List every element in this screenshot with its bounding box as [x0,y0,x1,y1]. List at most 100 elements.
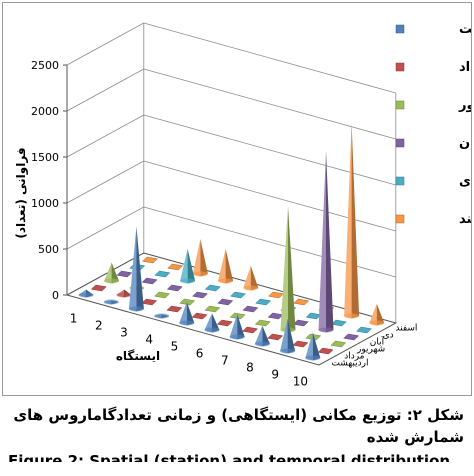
cone-2-8 [267,333,284,341]
cone-5-5 [229,291,247,299]
cone-5-10 [355,326,373,334]
cone-4-5 [217,298,234,306]
y-axis-title: فراوانی (تعداد) [14,147,29,238]
cone-6-4 [218,248,226,284]
cone-5-3 [180,248,188,284]
cone-4-9 [318,150,326,333]
y-tick-label: 500 [38,243,59,256]
cone-3-5 [204,305,221,313]
x-tick-label: 3 [120,326,128,340]
cone-base-1-6 [204,327,220,333]
cone-4-10 [343,333,360,341]
cone-base-1-4 [154,313,170,319]
cone-1-7 [229,314,238,340]
cone-shade-1-3 [136,226,144,312]
depth-label: آبان [370,336,385,348]
side-gridline-2000 [66,68,144,112]
cone-5-2 [154,270,171,278]
cone-base-1-3 [128,306,144,312]
legend-swatch [395,214,405,224]
cone-6-2 [167,263,184,271]
cone-2-4 [166,305,183,313]
depth-label: اسفند [395,324,417,334]
cone-shade-3-8 [288,205,296,333]
gridline-1000 [143,160,396,232]
y-tick-label: 0 [52,289,59,302]
y-tick-label: 2000 [31,105,59,118]
cone-shade-1-5 [186,301,195,326]
cone-3-10 [330,340,347,348]
y-tick-label: 1000 [31,197,59,210]
cone-shade-4-9 [326,150,334,333]
cone-2-10 [317,347,334,355]
cone-2-5 [191,312,208,320]
x-axis-title: ایستگاه [116,349,160,363]
cone-1-9 [280,318,288,354]
cone-base-1-7 [229,334,245,340]
cone-5-9 [330,319,347,327]
cone-base-1-8 [254,341,270,347]
cone-5-4 [204,284,221,292]
depth-label: مرداد [344,352,364,362]
gridline-1500 [143,114,396,186]
x-tick-label: 9 [271,368,279,382]
cone-4-6 [242,305,259,313]
cone-2-7 [241,326,259,334]
y-tick-label: 1500 [31,151,59,164]
x-tick-label: 5 [171,340,179,354]
cone-5-6 [255,298,272,306]
cone-1-5 [179,301,187,326]
cone-shade-1-7 [237,314,245,340]
cone-base-1-10 [305,355,321,361]
cone-shade-1-9 [287,318,296,354]
x-tick-label: 4 [145,333,153,347]
cone-4-4 [191,291,209,299]
cone-shade-6-9 [351,122,360,319]
cone-base-6-4 [218,278,234,284]
chart-floor [65,252,398,366]
cone-base-6-3 [192,271,208,277]
cone-base-5-3 [180,278,196,284]
cone-6-9 [344,122,352,319]
cone-1-8 [254,325,263,347]
cone-shade-5-3 [187,248,196,284]
cone-4-1 [116,270,133,278]
figure-caption-english: Figure 2: Spatial (station) and temporal… [8,452,451,470]
cone-shade-6-5 [250,265,259,291]
side-gridline-1500 [66,114,144,158]
cone-shade-1-10 [312,332,321,361]
cone-5-8 [305,312,322,320]
cone-base-1-1 [78,292,94,298]
cone-shade-1-8 [262,325,270,347]
x-tick-label: 2 [95,319,103,333]
gridline-2000 [143,68,396,140]
cone-base-6-10 [369,320,385,326]
figure-caption-persian: شکل ۲: توزیع مکانی (ایستگاهی) و زمانی تع… [13,406,464,446]
depth-label: شهریور [356,345,385,355]
cone-base-4-9 [318,327,334,333]
cone-1-3 [128,226,137,312]
cone-3-3 [153,291,171,299]
cone-6-3 [192,239,201,277]
cone-4-2 [141,277,158,285]
x-tick-label: 1 [70,312,78,326]
depth-label: دی [383,331,394,341]
legend-swatch [395,24,405,34]
cone-2-3 [141,298,158,306]
cone-shade-3-1 [111,262,120,284]
cone-6-5 [243,265,251,291]
depth-label: اردیبهشت [331,359,368,369]
cone-base-1-5 [179,320,195,326]
legend-entry: اسفند [459,212,471,227]
cone-6-1 [141,256,159,264]
cone-4-8 [292,319,309,327]
side-gridline-2500 [66,22,144,66]
cone-base-6-5 [243,285,259,291]
cone-shade-6-4 [225,248,234,284]
chart-frame: 0 500 1000 1500 2000 2500 1 2 3 4 5 6 7 8 9 10 اردیبهشت م… [2,2,472,396]
cone-2-1 [90,284,107,292]
cone-base-6-9 [344,313,360,319]
x-tick-label: 7 [221,354,229,368]
x-tick-label: 6 [196,347,204,361]
